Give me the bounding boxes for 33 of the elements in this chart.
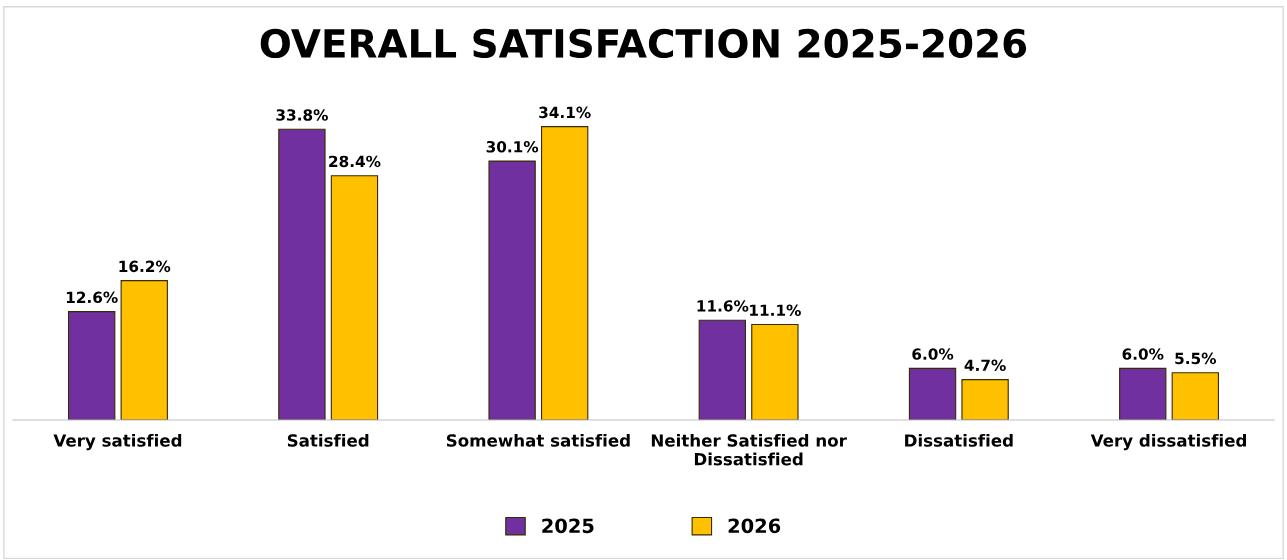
- data-label: 28.4%: [329, 155, 381, 168]
- data-label: 5.5%: [1175, 352, 1216, 365]
- bar: [488, 160, 536, 420]
- bar: [908, 367, 957, 420]
- x-tick-label: Dissatisfied: [905, 433, 1013, 447]
- chart-title: OVERALL SATISFACTION 2025-2026: [260, 28, 1027, 59]
- data-label: 11.1%: [750, 304, 801, 316]
- legend-label: 2026: [728, 518, 781, 534]
- bar: [330, 175, 379, 420]
- x-tick-label: Satisfied: [287, 433, 369, 447]
- data-label: 16.2%: [119, 260, 171, 273]
- x-tick-label: Neither Satisfied nor Dissatisfied: [651, 433, 847, 466]
- data-label: 30.1%: [486, 141, 539, 153]
- bar: [540, 126, 589, 420]
- data-label: 4.7%: [964, 359, 1006, 372]
- legend-label: 2025: [542, 518, 594, 534]
- x-tick-label: Very dissatisfied: [1090, 433, 1246, 451]
- bar: [1119, 367, 1167, 420]
- data-label: 34.1%: [539, 106, 591, 119]
- x-tick-label: Very satisfied: [53, 433, 182, 451]
- data-label: 6.0%: [912, 348, 954, 360]
- data-label: 12.6%: [66, 291, 118, 304]
- bar: [278, 128, 326, 420]
- data-label: 33.8%: [276, 109, 328, 121]
- bar: [961, 379, 1009, 420]
- bar: [120, 280, 168, 420]
- bar: [68, 311, 116, 420]
- bar: [1171, 372, 1219, 420]
- x-tick-label: Somewhat satisfied: [446, 433, 630, 447]
- bar: [698, 319, 747, 420]
- data-label: 11.6%: [697, 300, 749, 312]
- data-label: 6.0%: [1122, 348, 1164, 360]
- bar: [751, 323, 799, 420]
